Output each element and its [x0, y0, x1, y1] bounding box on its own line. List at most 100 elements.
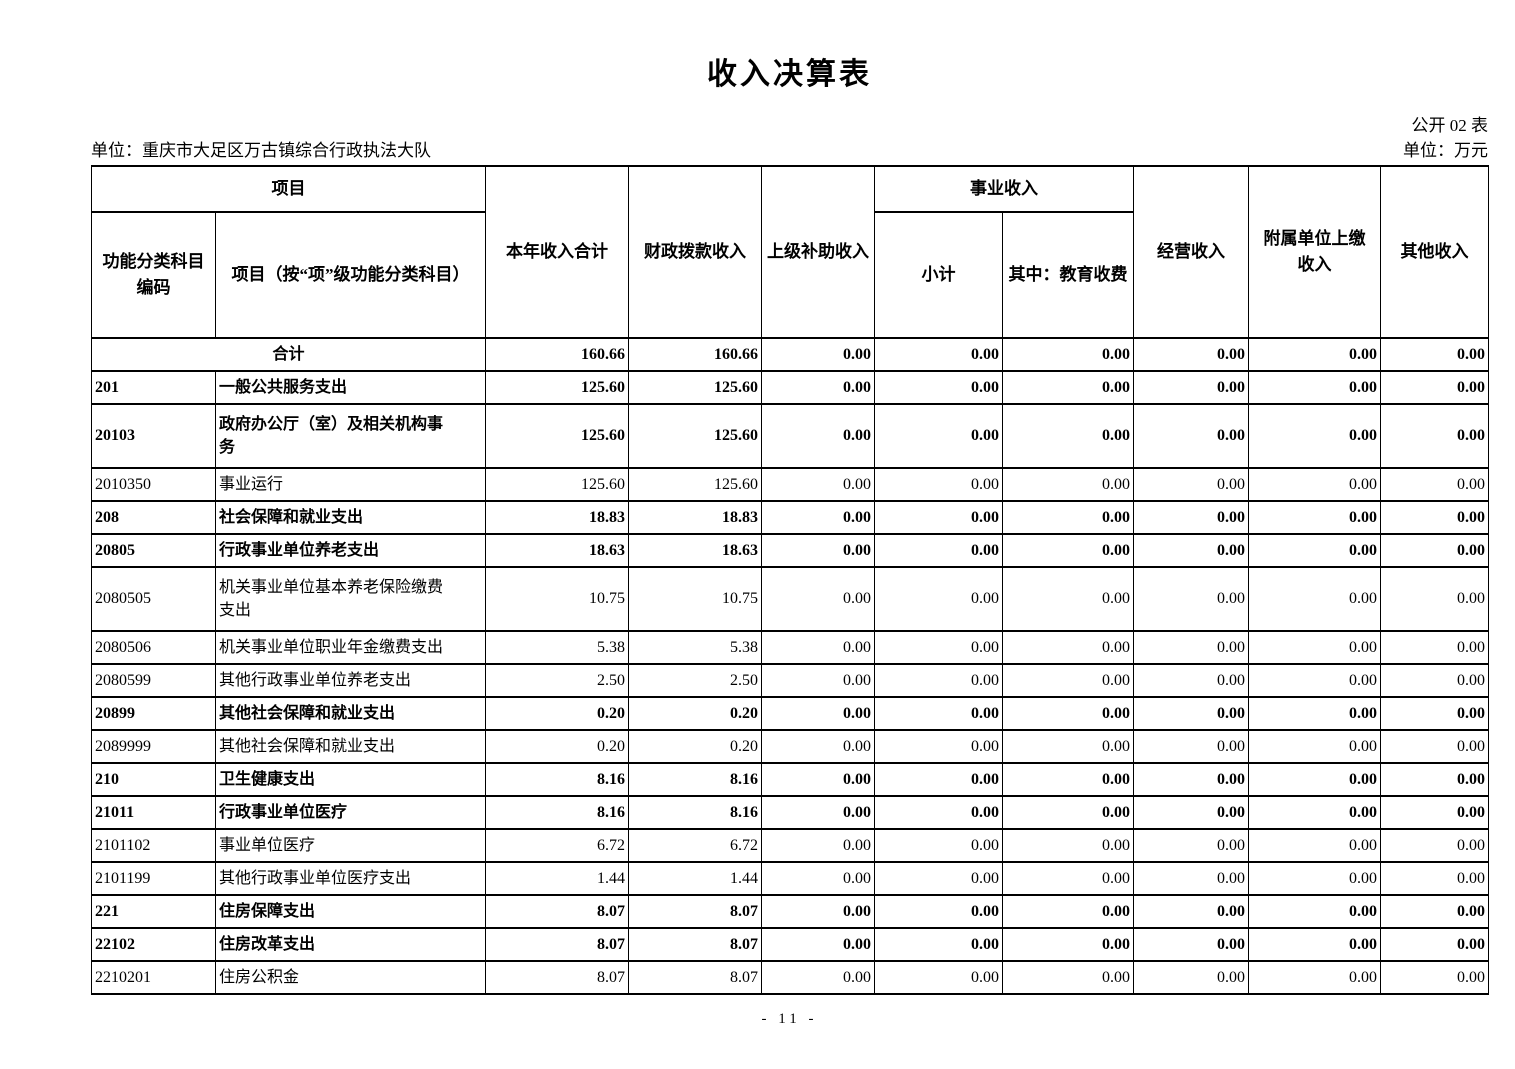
row-item: 卫生健康支出 [215, 762, 486, 797]
row-value: 0.00 [761, 370, 875, 405]
table-row: 208 社会保障和就业支出 18.83 18.83 0.00 0.00 0.00 0.00 0.… [91, 500, 1489, 535]
row-value: 0.00 [1248, 696, 1381, 731]
row-value: 0.00 [1133, 566, 1249, 632]
row-value: 0.00 [1133, 403, 1249, 469]
row-value: 0.20 [628, 729, 762, 764]
page-title: 收入决算表 [707, 58, 872, 91]
row-value: 0.00 [1248, 533, 1381, 568]
unit-name-label: 单位：重庆市大足区万古镇综合行政执法大队 [91, 141, 431, 160]
table-row: 2010350 事业运行 125.60 125.60 0.00 0.00 0.00 0.00 0… [91, 467, 1489, 502]
row-value: 0.00 [874, 370, 1003, 405]
col-annual-total: 本年收入合计 [485, 165, 629, 339]
page-number: - 11 - [761, 1011, 818, 1027]
row-value: 0.00 [761, 927, 875, 962]
row-value: 0.00 [761, 762, 875, 797]
row-value: 8.16 [485, 762, 629, 797]
row-value: 0.00 [1380, 795, 1489, 830]
row-value: 0.00 [874, 861, 1003, 896]
row-value: 0.00 [1133, 927, 1249, 962]
row-value: 0.00 [874, 403, 1003, 469]
row-value: 0.00 [1248, 566, 1381, 632]
row-value: 10.75 [485, 566, 629, 632]
row-code: 20805 [91, 533, 216, 568]
row-value: 0.00 [1133, 696, 1249, 731]
row-code: 21011 [91, 795, 216, 830]
row-item: 社会保障和就业支出 [215, 500, 486, 535]
row-value: 0.00 [1248, 467, 1381, 502]
row-value: 0.00 [1248, 729, 1381, 764]
row-code: 2080505 [91, 566, 216, 632]
row-value: 0.00 [1380, 403, 1489, 469]
row-value: 0.00 [874, 894, 1003, 929]
row-value: 0.00 [1133, 894, 1249, 929]
row-value: 0.00 [761, 729, 875, 764]
row-value: 6.72 [485, 828, 629, 863]
row-value: 0.00 [1133, 467, 1249, 502]
col-superior-subsidy: 上级补助收入 [761, 165, 875, 339]
col-business-subtotal: 小计 [874, 211, 1003, 339]
row-value: 0.00 [1002, 663, 1134, 698]
row-value: 8.07 [485, 894, 629, 929]
row-value: 0.00 [1380, 566, 1489, 632]
row-value: 8.16 [628, 762, 762, 797]
row-value: 125.60 [485, 370, 629, 405]
row-value: 0.00 [1002, 729, 1134, 764]
row-value: 2.50 [485, 663, 629, 698]
row-item: 事业单位医疗 [215, 828, 486, 863]
table-row: 210 卫生健康支出 8.16 8.16 0.00 0.00 0.00 0.00 0.00 0.0… [91, 762, 1489, 797]
row-value: 0.00 [1380, 729, 1489, 764]
table-row: 2080599 其他行政事业单位养老支出 2.50 2.50 0.00 0.00 0.00 0… [91, 663, 1489, 698]
row-value: 0.00 [761, 696, 875, 731]
row-item: 住房公积金 [215, 960, 486, 995]
unit-measure-label: 单位：万元 [1403, 141, 1488, 160]
row-value: 0.00 [1380, 762, 1489, 797]
row-value: 0.00 [1380, 927, 1489, 962]
row-value: 0.00 [1248, 894, 1381, 929]
row-item: 事业运行 [215, 467, 486, 502]
table-row: 21011 行政事业单位医疗 8.16 8.16 0.00 0.00 0.00 0.00 0.0… [91, 795, 1489, 830]
row-code: 2101199 [91, 861, 216, 896]
row-value: 18.83 [628, 500, 762, 535]
row-value: 0.00 [1248, 337, 1381, 372]
row-value: 0.00 [1133, 795, 1249, 830]
row-code: 20899 [91, 696, 216, 731]
row-value: 0.00 [874, 337, 1003, 372]
row-value: 0.00 [874, 960, 1003, 995]
row-value: 18.83 [485, 500, 629, 535]
table-row: 2101199 其他行政事业单位医疗支出 1.44 1.44 0.00 0.00 0.00 0… [91, 861, 1489, 896]
row-code: 2089999 [91, 729, 216, 764]
row-value: 0.00 [761, 960, 875, 995]
row-value: 0.00 [1133, 370, 1249, 405]
table-row: 2080505 机关事业单位基本养老保险缴费 支出 10.75 10.75 0.00 0.… [91, 566, 1489, 632]
row-value: 0.00 [1380, 500, 1489, 535]
row-value: 125.60 [628, 403, 762, 469]
revenue-table: 项目 本年收入合计 财政拨款收入 上级补助收入 事业收入 经营收入 附属单位上缴… [91, 165, 1489, 995]
row-item: 政府办公厅（室）及相关机构事 务 [215, 403, 486, 469]
row-value: 0.00 [1380, 960, 1489, 995]
row-value: 0.00 [1380, 861, 1489, 896]
row-item: 住房改革支出 [215, 927, 486, 962]
row-value: 0.00 [761, 533, 875, 568]
row-value: 0.00 [1133, 663, 1249, 698]
row-value: 8.07 [628, 894, 762, 929]
row-value: 0.00 [1248, 762, 1381, 797]
row-value: 0.00 [874, 533, 1003, 568]
row-value: 0.00 [1133, 500, 1249, 535]
row-code: 210 [91, 762, 216, 797]
table-row: 22102 住房改革支出 8.07 8.07 0.00 0.00 0.00 0.00 0.00 0… [91, 927, 1489, 962]
row-value: 0.00 [761, 630, 875, 665]
row-value: 1.44 [485, 861, 629, 896]
row-value: 8.07 [485, 960, 629, 995]
unit-row: 单位：重庆市大足区万古镇综合行政执法大队 单位：万元 [91, 139, 1488, 163]
row-value: 0.00 [1248, 861, 1381, 896]
row-value: 0.00 [874, 566, 1003, 632]
row-value: 1.44 [628, 861, 762, 896]
row-value: 0.00 [1002, 696, 1134, 731]
row-value: 0.00 [1380, 696, 1489, 731]
row-value: 0.00 [874, 467, 1003, 502]
row-value: 0.00 [874, 500, 1003, 535]
col-project-group: 项目 [91, 165, 486, 213]
row-value: 0.00 [1380, 630, 1489, 665]
row-value: 0.00 [761, 500, 875, 535]
